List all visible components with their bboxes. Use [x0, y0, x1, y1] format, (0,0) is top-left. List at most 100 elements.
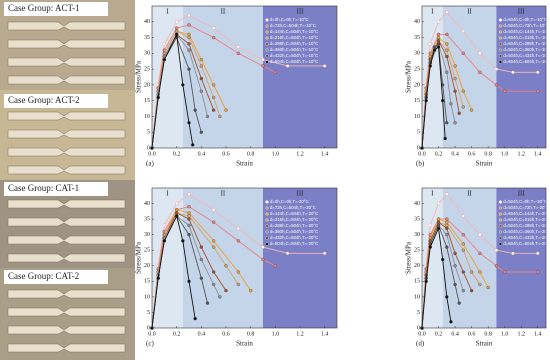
data-point — [199, 245, 203, 249]
region — [496, 188, 546, 328]
data-point — [428, 42, 432, 46]
series-line — [421, 11, 538, 149]
y-tick-label: 10 — [144, 294, 150, 300]
data-point — [469, 289, 474, 293]
x-tick-label: 0.2 — [173, 151, 181, 157]
chart: I II IIId=504h,C=0h,T=-20°Cd=504h,C=72h,T=… — [405, 187, 550, 348]
data-point — [187, 48, 191, 52]
legend-marker — [498, 200, 502, 204]
data-point — [436, 32, 441, 37]
legend-label: d=504h,C=72h,T=-10°C — [503, 23, 549, 28]
region-label: III — [518, 190, 526, 198]
data-point — [236, 45, 240, 49]
data-point — [273, 264, 277, 268]
panel-label: (d) — [416, 340, 425, 348]
legend-marker — [265, 30, 269, 34]
legend-label: d=504h,C=0h,T=-20°C — [503, 199, 546, 204]
data-point — [445, 54, 449, 59]
data-point — [187, 42, 191, 46]
x-tick-label: 0.0 — [418, 331, 426, 337]
y-tick-label: 30 — [414, 232, 420, 238]
data-point — [181, 239, 185, 243]
x-tick-label: 0.0 — [148, 331, 156, 337]
data-point — [286, 64, 290, 68]
data-point — [199, 257, 203, 262]
data-point — [424, 279, 428, 283]
y-tick-label: 35 — [144, 35, 150, 41]
data-point — [199, 64, 203, 68]
x-tick-label: 0.4 — [198, 151, 206, 157]
region-label: I — [431, 190, 434, 198]
legend-marker — [265, 42, 269, 46]
x-tick-label: 1.2 — [517, 331, 525, 337]
legend-label: d=144h,C=504h,T=-10°C — [270, 29, 318, 34]
data-point — [445, 233, 449, 237]
data-point — [181, 83, 185, 87]
data-point — [478, 282, 482, 287]
data-point — [212, 270, 216, 274]
data-point — [445, 70, 449, 74]
x-tick-label: 1.4 — [534, 151, 542, 157]
data-point — [436, 42, 441, 46]
y-tick-label: 35 — [414, 35, 420, 41]
data-point — [175, 201, 179, 206]
x-tick-label: 1.4 — [321, 151, 329, 157]
data-point — [212, 282, 216, 287]
legend-label: d=504h,C=144h,T=-10°C — [503, 29, 550, 34]
legend-marker — [498, 236, 502, 240]
legend-marker — [265, 218, 269, 222]
x-tick-label: 1.0 — [272, 331, 280, 337]
data-point — [436, 39, 441, 43]
data-point — [187, 233, 191, 237]
data-point — [445, 192, 449, 196]
data-point — [187, 217, 191, 221]
chart: I II IIId=0h,C=0h,T=-20°Cd=72h,C=504h,T=-2… — [135, 187, 338, 348]
data-point — [193, 108, 197, 112]
data-point — [469, 270, 474, 274]
legend-label: d=216h,C=504h,T=-10°C — [270, 35, 318, 40]
data-point — [461, 105, 465, 109]
data-point — [187, 13, 191, 18]
y-tick-label: 35 — [144, 216, 150, 222]
y-axis-title: Stress/MPa — [405, 60, 413, 93]
series-line — [421, 193, 538, 329]
data-point — [187, 192, 191, 196]
series-line — [151, 14, 325, 149]
data-point — [175, 29, 179, 33]
data-point — [461, 289, 465, 293]
region — [422, 6, 443, 148]
data-point — [175, 26, 179, 30]
data-point — [453, 121, 457, 125]
data-point — [187, 32, 191, 37]
region — [442, 6, 497, 148]
legend-label: d=504h,C=0h,T=-10°C — [503, 17, 546, 22]
x-tick-label: 0.4 — [198, 331, 206, 337]
data-point — [249, 289, 253, 293]
legend-marker — [498, 218, 502, 222]
data-point — [443, 136, 447, 141]
data-point — [224, 289, 228, 293]
y-tick-label: 25 — [414, 248, 420, 254]
data-point — [187, 211, 191, 215]
x-tick-label: 0.8 — [484, 331, 492, 337]
y-tick-label: 0 — [147, 145, 150, 151]
y-tick-label: 0 — [417, 325, 420, 331]
y-tick-label: 40 — [414, 19, 420, 25]
legend-marker — [498, 224, 502, 228]
data-point — [273, 70, 277, 74]
data-point — [503, 89, 507, 93]
legend-marker — [498, 206, 502, 210]
y-tick-label: 5 — [147, 310, 150, 316]
data-point — [261, 57, 265, 62]
data-point — [187, 121, 191, 125]
legend-label: d=504h,C=288h,T=-20°C — [503, 223, 550, 228]
x-tick-label: 1.0 — [272, 151, 280, 157]
data-point — [212, 35, 216, 40]
data-point — [503, 270, 507, 274]
series-line — [151, 215, 221, 329]
legend-label: d=288h,C=504h,T=-10°C — [270, 41, 318, 46]
data-point — [445, 121, 449, 125]
data-point — [261, 64, 265, 68]
data-point — [461, 233, 465, 237]
